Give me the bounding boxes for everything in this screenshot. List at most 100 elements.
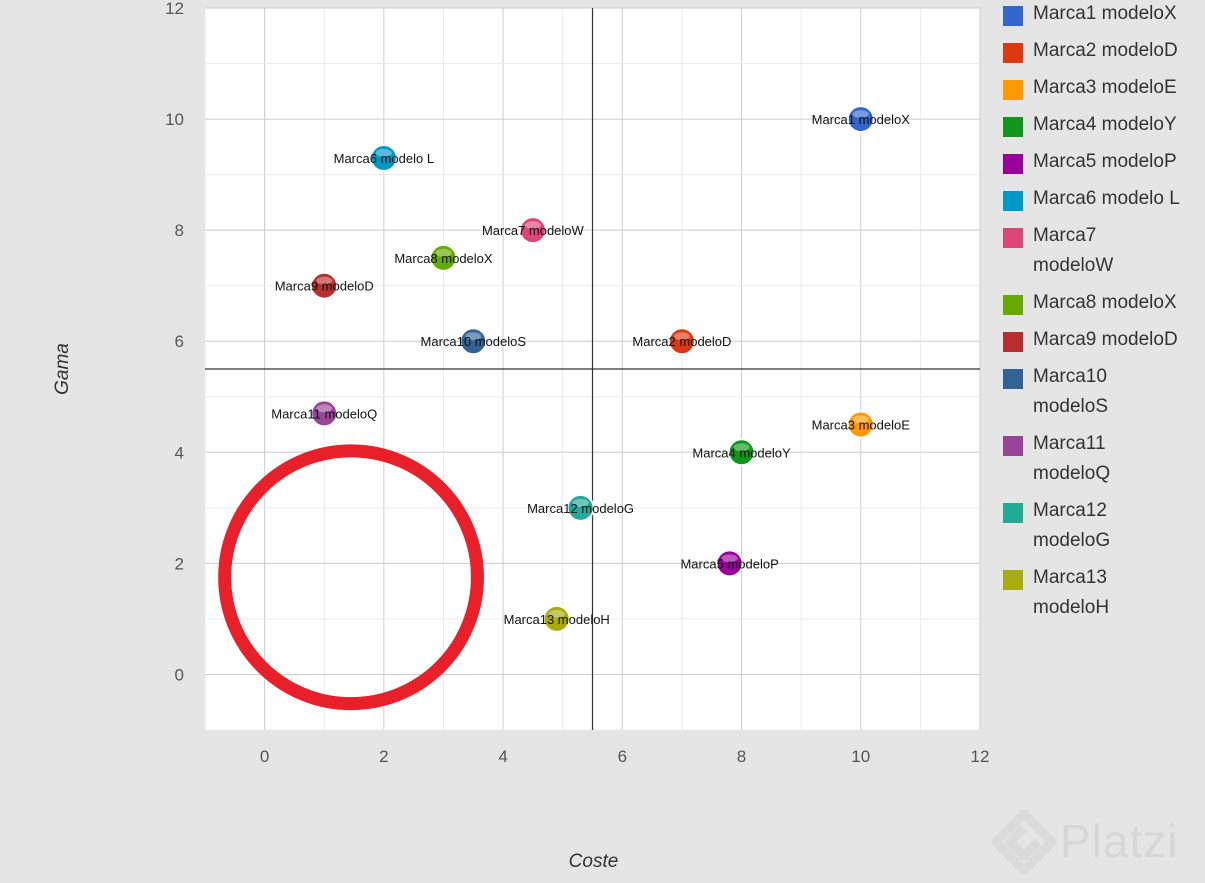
- data-point[interactable]: [518, 216, 547, 245]
- x-axis-title: Coste: [569, 851, 619, 872]
- legend-swatch: [1003, 80, 1023, 100]
- legend-label: Marca6 modelo L: [1033, 184, 1180, 214]
- legend-item[interactable]: Marca12 modeloG: [1003, 500, 1205, 556]
- y-tick-label: 4: [175, 443, 184, 462]
- legend-swatch: [1003, 228, 1023, 248]
- legend-swatch: [1003, 191, 1023, 211]
- data-point[interactable]: [846, 105, 875, 134]
- y-axis-title: Gama: [52, 343, 73, 395]
- reference-lines: [205, 8, 980, 730]
- legend-label: Marca13 modeloH: [1033, 563, 1109, 623]
- data-point-highlight: [316, 404, 333, 413]
- chart-legend: Marca1 modeloX Marca2 modeloD Marca3 model…: [1003, 3, 1205, 634]
- platzi-watermark: Platzi: [990, 808, 1200, 878]
- legend-item[interactable]: Marca10 modeloS: [1003, 366, 1205, 422]
- data-point[interactable]: [667, 327, 696, 356]
- legend-swatch: [1003, 369, 1023, 389]
- point-label: Marca9 modeloD: [275, 279, 374, 294]
- legend-label-line: modeloH: [1033, 597, 1110, 618]
- data-point[interactable]: [369, 143, 398, 172]
- legend-label: Marca11 modeloQ: [1033, 429, 1110, 489]
- data-point-highlight: [524, 221, 541, 230]
- x-tick-labels: 0 2 4 6 8 10 12: [260, 747, 990, 766]
- x-tick-label: 0: [260, 747, 269, 766]
- legend-label-line: Marca11: [1033, 433, 1106, 454]
- data-point-highlight: [733, 443, 750, 452]
- legend-item[interactable]: Marca3 modeloE: [1003, 77, 1205, 103]
- data-point[interactable]: [846, 410, 875, 439]
- legend-item[interactable]: Marca11 modeloQ: [1003, 433, 1205, 489]
- legend-label-line: Marca8 modeloX: [1033, 292, 1177, 313]
- legend-label-line: Marca6 modelo L: [1033, 188, 1180, 209]
- point-label: Marca3 modeloE: [812, 418, 911, 433]
- legend-swatch: [1003, 295, 1023, 315]
- data-points: [310, 105, 875, 633]
- legend-label-line: modeloG: [1033, 530, 1111, 551]
- point-label: Marca2 modeloD: [632, 334, 731, 349]
- data-point-highlight: [852, 415, 869, 424]
- legend-item[interactable]: Marca9 modeloD: [1003, 329, 1205, 355]
- data-point[interactable]: [715, 549, 744, 578]
- legend-label-line: Marca1 modeloX: [1033, 3, 1177, 24]
- x-tick-label: 10: [851, 747, 870, 766]
- point-label: Marca4 modeloY: [692, 445, 791, 460]
- y-tick-label: 12: [165, 0, 184, 18]
- point-labels: Marca1 modeloX Marca2 modeloD Marca3 model…: [271, 112, 910, 627]
- x-tick-label: 8: [737, 747, 746, 766]
- legend-label-line: Marca2 modeloD: [1033, 40, 1178, 61]
- legend-item[interactable]: Marca8 modeloX: [1003, 292, 1205, 318]
- y-tick-label: 10: [165, 110, 184, 129]
- legend-item[interactable]: Marca1 modeloX: [1003, 3, 1205, 29]
- point-label: Marca5 modeloP: [680, 556, 778, 571]
- data-point[interactable]: [310, 399, 339, 428]
- data-point-highlight: [721, 554, 738, 563]
- legend-item[interactable]: Marca13 modeloH: [1003, 567, 1205, 623]
- legend-swatch: [1003, 6, 1023, 26]
- point-label: Marca7 modeloW: [482, 223, 585, 238]
- legend-item[interactable]: Marca4 modeloY: [1003, 114, 1205, 140]
- x-tick-label: 4: [498, 747, 507, 766]
- legend-label: Marca7 modeloW: [1033, 221, 1113, 281]
- legend-label-line: Marca7: [1033, 225, 1097, 246]
- data-point[interactable]: [429, 243, 458, 272]
- legend-label: Marca10 modeloS: [1033, 362, 1108, 422]
- data-point[interactable]: [542, 604, 571, 633]
- data-point[interactable]: [310, 271, 339, 300]
- legend-label: Marca12 modeloG: [1033, 496, 1110, 556]
- highlight-circle-annotation: [218, 444, 484, 711]
- y-tick-label: 2: [175, 554, 184, 573]
- y-tick-label: 6: [175, 332, 184, 351]
- legend-item[interactable]: Marca6 modelo L: [1003, 188, 1205, 214]
- data-point[interactable]: [727, 438, 756, 467]
- legend-swatch: [1003, 570, 1023, 590]
- y-tick-label: 8: [175, 221, 184, 240]
- legend-item[interactable]: Marca2 modeloD: [1003, 40, 1205, 66]
- legend-label: Marca8 modeloX: [1033, 288, 1177, 318]
- legend-swatch: [1003, 43, 1023, 63]
- legend-item[interactable]: Marca5 modeloP: [1003, 151, 1205, 177]
- legend-label: Marca9 modeloD: [1033, 325, 1178, 355]
- platzi-logo-icon: [992, 810, 1056, 874]
- legend-label: Marca3 modeloE: [1033, 73, 1177, 103]
- legend-swatch: [1003, 332, 1023, 352]
- y-tick-labels: 0 2 4 6 8 10 12: [165, 0, 184, 684]
- legend-label-line: modeloW: [1033, 255, 1114, 276]
- data-point[interactable]: [459, 327, 488, 356]
- point-label: Marca6 modelo L: [334, 151, 434, 166]
- legend-swatch: [1003, 503, 1023, 523]
- watermark-text: Platzi: [1060, 815, 1179, 867]
- legend-label-line: Marca3 modeloE: [1033, 77, 1177, 98]
- legend-swatch: [1003, 117, 1023, 137]
- x-tick-label: 12: [971, 747, 990, 766]
- legend-label-line: Marca4 modeloY: [1033, 114, 1177, 135]
- legend-item[interactable]: Marca7 modeloW: [1003, 225, 1205, 281]
- legend-label-line: Marca9 modeloD: [1033, 329, 1178, 350]
- data-point-highlight: [375, 148, 392, 157]
- data-point[interactable]: [566, 493, 595, 522]
- y-tick-label: 0: [175, 665, 184, 684]
- legend-label-line: Marca5 modeloP: [1033, 151, 1177, 172]
- legend-label: Marca2 modeloD: [1033, 36, 1178, 66]
- point-label: Marca8 modeloX: [394, 251, 493, 266]
- legend-label-line: Marca13: [1033, 567, 1107, 588]
- legend-swatch: [1003, 436, 1023, 456]
